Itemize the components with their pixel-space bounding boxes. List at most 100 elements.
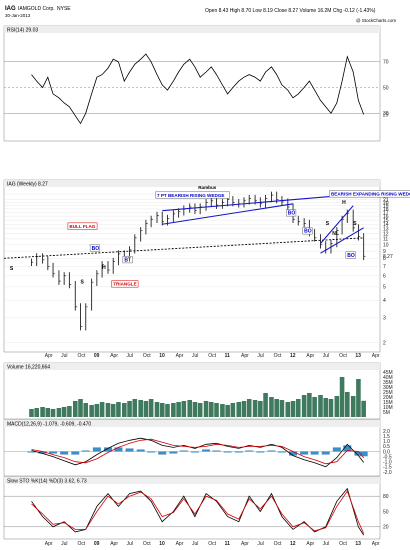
volume-bar — [116, 402, 121, 417]
volume-y-tick: 30M — [383, 385, 393, 391]
volume-bar — [241, 401, 247, 417]
x-tick-label: Jul — [323, 353, 329, 359]
volume-bar — [148, 399, 154, 417]
macd-histogram-bar — [38, 451, 47, 454]
x-tick-label: 09 — [94, 541, 100, 547]
volume-y-tick: 40M — [383, 375, 393, 381]
macd-histogram-bar — [234, 451, 243, 453]
volume-bar — [50, 409, 56, 417]
price-y-tick: 13 — [383, 227, 389, 233]
macd-histogram-bar — [179, 450, 188, 452]
x-tick-label: Oct — [143, 541, 151, 547]
volume-bar — [220, 404, 225, 417]
volume-bar — [99, 402, 105, 417]
macd-histogram-bar — [114, 447, 123, 452]
price-annotation: BO — [304, 229, 312, 235]
price-y-tick: 6 — [383, 274, 386, 280]
macd-y-tick: -0.5 — [383, 454, 392, 460]
volume-bar — [307, 393, 312, 417]
volume-bar — [225, 405, 230, 417]
stochastic-y-tick: 50 — [383, 509, 389, 515]
volume-bar — [230, 403, 236, 417]
annotation-box — [111, 280, 139, 288]
volume-bar — [274, 399, 279, 417]
macd-histogram-bar — [125, 448, 134, 452]
macd-histogram-bar — [267, 450, 276, 452]
x-tick-label: Oct — [274, 353, 282, 359]
macd-histogram-bar — [245, 450, 254, 452]
macd-histogram-bar — [277, 451, 286, 453]
x-tick-label: Oct — [143, 353, 151, 359]
volume-bar — [40, 407, 45, 417]
price-annotation: BULL FLAG — [69, 224, 95, 229]
price-label: IAG (Weekly) 8.27 — [7, 182, 48, 188]
x-tick-label: Apr — [110, 353, 118, 359]
x-tick-label: 11 — [225, 541, 231, 547]
price-y-tick: 9 — [383, 249, 386, 255]
macd-line-macd — [31, 437, 365, 468]
price-y-tick: 3 — [383, 316, 386, 322]
volume-bar — [143, 401, 149, 417]
price-y-tick: 21 — [383, 197, 389, 203]
volume-bar — [356, 379, 361, 417]
annotation-box — [286, 209, 297, 217]
watermark: @ StockCharts.com — [356, 18, 396, 23]
price-trend-line — [162, 194, 354, 212]
x-tick-label: Jul — [61, 541, 67, 547]
stochastic-label: Slow STO %K(14) %D(3) 3.62, 6.73 — [7, 479, 87, 485]
macd-line-signal — [31, 438, 365, 465]
x-tick-label: Apr — [176, 541, 184, 547]
price-y-tick: 18 — [383, 207, 389, 213]
price-last-value: 8.27 — [383, 254, 393, 260]
volume-bar — [214, 403, 219, 417]
x-tick-label: Apr — [306, 541, 314, 547]
volume-bar — [127, 401, 132, 417]
macd-y-tick: 1.5 — [383, 434, 390, 440]
price-x-axis: Apr Jul Oct 09 Apr Jul Oct 10 Apr Jul Oct 11 Apr Jul O… — [45, 353, 380, 359]
volume-panel: Volume 16,220,664 5M10M15M20M25M30M35M40… — [3, 362, 393, 420]
macd-histogram-bar — [202, 449, 211, 452]
x-tick-label: Apr — [372, 541, 380, 547]
price-y-tick: 2 — [383, 340, 386, 346]
macd-histogram-bar — [223, 451, 232, 453]
x-tick-label: Oct — [78, 353, 86, 359]
volume-bar — [138, 400, 143, 417]
macd-y-tick: 0.5 — [383, 444, 390, 450]
x-tick-label: 13 — [355, 541, 361, 547]
volume-y-tick: 35M — [383, 380, 393, 386]
macd-histogram-bar — [332, 447, 341, 452]
volume-bar — [122, 403, 127, 417]
annotation-box — [345, 251, 356, 259]
macd-histogram-bar — [49, 451, 58, 454]
volume-bar — [83, 403, 89, 417]
price-annotation: BEARISH EXPANDING RISING WEDGE — [331, 192, 410, 197]
x-tick-label: Oct — [339, 541, 347, 547]
x-tick-label: Apr — [372, 353, 380, 359]
x-tick-label: Oct — [339, 353, 347, 359]
volume-bar — [165, 404, 170, 417]
bottom-x-axis: Apr Jul Oct 09 Apr Jul Oct 10 Apr Jul Oct 11 Apr Jul O… — [45, 541, 380, 547]
volume-y-tick: 20M — [383, 395, 393, 401]
volume-bar — [105, 403, 111, 417]
rsi-y-tick: 30 — [383, 111, 389, 117]
x-tick-label: Jul — [192, 541, 198, 547]
price-annotation: H — [342, 200, 346, 206]
exchange: NYSE — [57, 6, 71, 12]
price-y-tick: 17 — [383, 210, 389, 216]
annotation-box — [329, 190, 410, 198]
x-tick-label: Jul — [257, 353, 263, 359]
date: 30-Jan-2013 — [5, 13, 31, 18]
price-y-tick: 12 — [383, 231, 389, 237]
volume-bar — [61, 407, 67, 417]
x-tick-label: Oct — [208, 353, 216, 359]
volume-bar — [176, 402, 181, 417]
rsi-last-value: 29 — [383, 112, 389, 118]
price-trend-line — [320, 205, 354, 244]
macd-histogram-bar — [300, 451, 309, 455]
price-annotation: TRIANGLE — [113, 282, 136, 287]
volume-bar — [295, 399, 301, 417]
x-tick-label: Jul — [192, 353, 198, 359]
stochastic-y-tick: 20 — [383, 525, 389, 531]
price-y-tick: 7 — [383, 264, 386, 270]
x-tick-label: 12 — [290, 353, 296, 359]
